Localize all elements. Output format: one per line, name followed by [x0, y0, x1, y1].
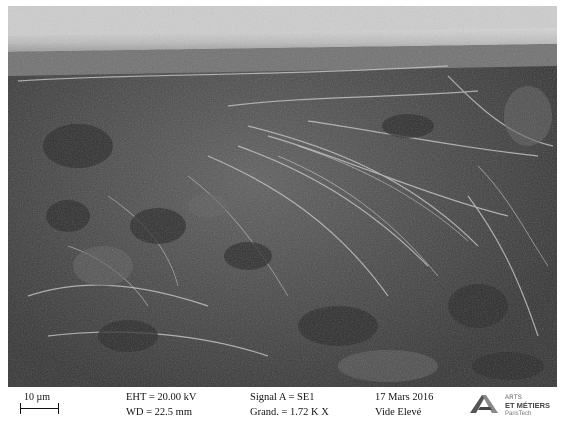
sem-micrograph: [8, 6, 557, 387]
signal-value: Signal A = SE1: [250, 392, 315, 403]
logo-line-3: ParisTech: [505, 411, 532, 417]
sem-databar: 10 µm EHT = 20.00 kV WD = 22.5 mm Signal…: [8, 387, 557, 421]
scale-bar-tick-left: [20, 403, 21, 414]
arts-et-metiers-logo-icon: [470, 395, 498, 413]
scale-bar-tick-right: [58, 403, 59, 414]
date-value: 17 Mars 2016: [375, 392, 434, 403]
logo-line-1: ARTS: [505, 395, 523, 401]
arts-et-metiers-logo: ARTS ET MÉTIERS ParisTech: [470, 390, 550, 418]
scale-bar: [20, 408, 58, 409]
scale-bar-label: 10 µm: [24, 392, 51, 403]
wd-value: WD = 22.5 mm: [126, 407, 192, 418]
logo-line-2: ET MÉTIERS: [505, 401, 551, 410]
eht-value: EHT = 20.00 kV: [126, 392, 197, 403]
magnification-value: Grand. = 1.72 K X: [250, 407, 329, 418]
vacuum-mode: Vide Elevé: [375, 407, 422, 418]
